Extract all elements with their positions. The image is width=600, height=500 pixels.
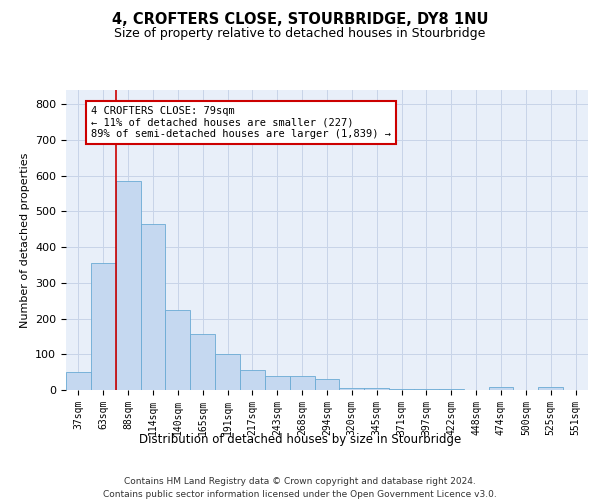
Bar: [265, 376, 290, 390]
Bar: [215, 354, 240, 390]
Bar: [364, 388, 389, 390]
Text: Size of property relative to detached houses in Stourbridge: Size of property relative to detached ho…: [115, 28, 485, 40]
Text: 4 CROFTERS CLOSE: 79sqm
← 11% of detached houses are smaller (227)
89% of semi-d: 4 CROFTERS CLOSE: 79sqm ← 11% of detache…: [91, 106, 391, 140]
Text: Contains HM Land Registry data © Crown copyright and database right 2024.: Contains HM Land Registry data © Crown c…: [124, 478, 476, 486]
Bar: [488, 387, 514, 390]
Bar: [538, 387, 563, 390]
Bar: [240, 370, 265, 390]
Bar: [290, 376, 314, 390]
Bar: [314, 380, 340, 390]
Bar: [91, 263, 116, 390]
Bar: [340, 388, 364, 390]
Bar: [166, 310, 190, 390]
Text: Contains public sector information licensed under the Open Government Licence v3: Contains public sector information licen…: [103, 490, 497, 499]
Bar: [116, 181, 140, 390]
Text: 4, CROFTERS CLOSE, STOURBRIDGE, DY8 1NU: 4, CROFTERS CLOSE, STOURBRIDGE, DY8 1NU: [112, 12, 488, 28]
Bar: [140, 224, 166, 390]
Text: Distribution of detached houses by size in Stourbridge: Distribution of detached houses by size …: [139, 432, 461, 446]
Bar: [66, 372, 91, 390]
Y-axis label: Number of detached properties: Number of detached properties: [20, 152, 29, 328]
Bar: [190, 334, 215, 390]
